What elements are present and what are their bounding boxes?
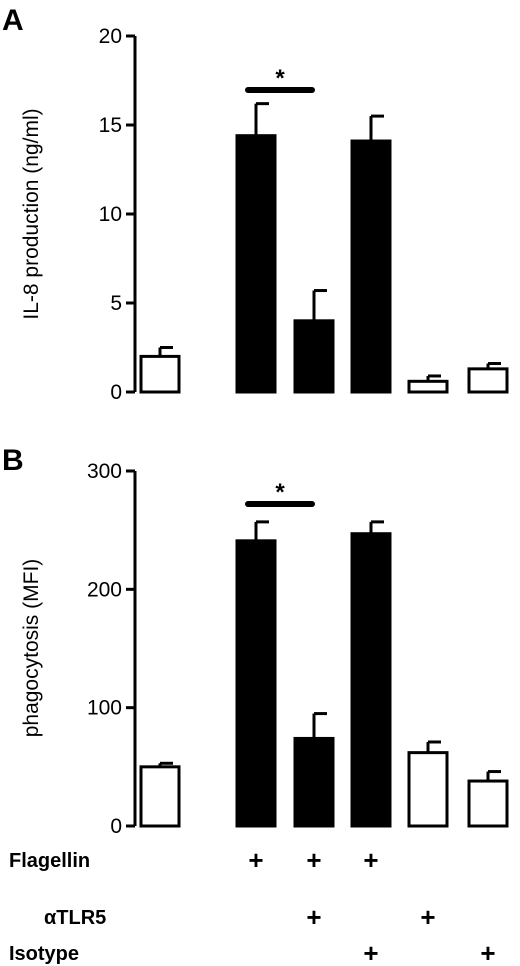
panel-letter: B [2, 444, 24, 477]
significance-star: * [275, 479, 285, 506]
condition-label: αTLR5 [44, 907, 106, 929]
condition-plus: + [363, 938, 378, 966]
condition-label: Flagellin [9, 850, 90, 872]
y-tick-label: 10 [99, 203, 122, 226]
bar [139, 354, 181, 394]
y-tick-label: 15 [99, 114, 122, 137]
panel-b: B 0 100 200 300 phagocytosis (MFI) * [2, 444, 509, 838]
condition-plus: + [363, 845, 378, 875]
bar [235, 539, 277, 828]
condition-plus: + [420, 902, 435, 932]
bar [235, 134, 277, 394]
condition-label: Isotype [9, 943, 79, 965]
y-tick-label: 0 [110, 381, 122, 404]
y-axis-label: IL-8 production (ng/ml) [20, 108, 43, 319]
bar [407, 379, 449, 394]
y-tick-label: 0 [110, 815, 122, 838]
y-tick-label: 100 [87, 697, 122, 720]
condition-plus: + [480, 938, 495, 966]
bar [293, 736, 335, 828]
significance-star: * [275, 65, 285, 92]
panel-a: A 0 5 10 15 20 IL-8 production (ng/ml) * [2, 4, 509, 404]
panel-letter: A [2, 4, 24, 37]
bar [407, 751, 449, 828]
y-tick-label: 5 [110, 292, 122, 315]
bar [139, 765, 181, 828]
y-tick-label: 300 [87, 460, 122, 483]
y-tick-label: 200 [87, 578, 122, 601]
condition-table: Flagellin + + + αTLR5 + + Isotype + + [9, 845, 496, 966]
condition-plus: + [306, 845, 321, 875]
bar [293, 319, 335, 394]
condition-plus: + [248, 845, 263, 875]
y-tick-label: 20 [99, 25, 122, 48]
bar [467, 779, 509, 828]
bar [350, 532, 392, 828]
condition-plus: + [306, 902, 321, 932]
bar [350, 139, 392, 394]
y-axis-label: phagocytosis (MFI) [20, 559, 43, 738]
bar [467, 367, 509, 394]
